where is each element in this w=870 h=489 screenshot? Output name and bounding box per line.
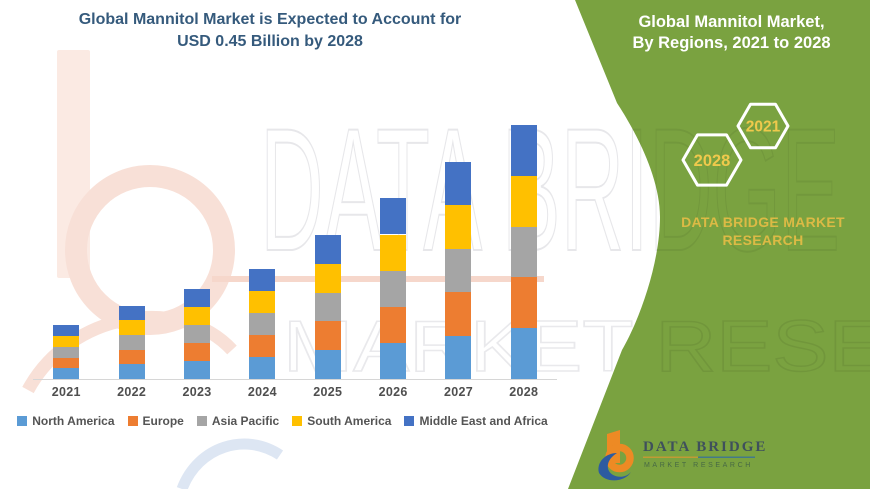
bar-segment-2025-south-america xyxy=(314,263,341,293)
x-axis-label-2028: 2028 xyxy=(509,385,539,399)
chart-title: Global Mannitol Market is Expected to Ac… xyxy=(0,9,540,52)
hexagon-2028: 2028 xyxy=(681,133,743,187)
bar-segment-2024-north-america xyxy=(249,356,276,379)
footer-logo-underline-gold xyxy=(643,456,698,458)
legend-item-north-america: North America xyxy=(17,414,115,428)
bar-segment-2022-north-america xyxy=(118,364,145,379)
bar-segment-2024-south-america xyxy=(249,290,276,313)
brand-heading-line1: DATA BRIDGE MARKET xyxy=(681,214,845,230)
x-axis-label-2025: 2025 xyxy=(313,385,343,399)
legend-label-asia-pacific: Asia Pacific xyxy=(211,414,280,428)
legend-label-europe: Europe xyxy=(142,414,184,428)
x-axis-label-2022: 2022 xyxy=(117,385,147,399)
bar-segment-2022-europe xyxy=(118,349,145,365)
bar-segment-2023-north-america xyxy=(184,360,211,379)
green-panel-shape xyxy=(568,0,870,489)
bar-segment-2022-south-america xyxy=(118,320,145,335)
side-panel-heading-line2: By Regions, 2021 to 2028 xyxy=(632,34,831,53)
bar-segment-2025-europe xyxy=(314,321,341,351)
bar-segment-2026-asia-pacific xyxy=(380,270,407,307)
bar-segment-2023-middle-east-and-africa xyxy=(184,288,211,307)
legend: North America Europe Asia Pacific South Ame… xyxy=(0,414,565,428)
x-axis-label-2026: 2026 xyxy=(378,385,408,399)
legend-label-north-america: North America xyxy=(32,414,115,428)
bar-segment-2027-south-america xyxy=(445,205,472,249)
hexagon-2028-label: 2028 xyxy=(694,152,731,170)
side-panel-heading-line1: Global Mannitol Market, xyxy=(638,13,825,31)
hexagon-2021-label: 2021 xyxy=(746,119,781,136)
bar-segment-2026-middle-east-and-africa xyxy=(380,198,407,235)
legend-item-asia-pacific: Asia Pacific xyxy=(196,414,280,428)
bar-segment-2027-asia-pacific xyxy=(445,248,472,293)
legend-swatch-europe xyxy=(127,416,138,426)
bar-segment-2028-europe xyxy=(510,277,537,329)
x-axis-label-2023: 2023 xyxy=(182,385,212,399)
brand-heading: DATA BRIDGE MARKET RESEARCH xyxy=(658,213,868,249)
x-axis-label-2027: 2027 xyxy=(443,385,473,399)
bar-segment-2027-europe xyxy=(445,292,472,336)
bar-segment-2027-north-america xyxy=(445,335,472,379)
bar-segment-2025-asia-pacific xyxy=(314,292,341,322)
legend-swatch-south-america xyxy=(292,416,303,426)
bar-segment-2022-middle-east-and-africa xyxy=(118,305,145,321)
bar-segment-2025-middle-east-and-africa xyxy=(314,235,341,264)
bar-segment-2027-middle-east-and-africa xyxy=(445,161,472,206)
chart-title-line2: USD 0.45 Billion by 2028 xyxy=(177,32,363,50)
legend-swatch-middle-east-and-africa xyxy=(404,416,415,426)
bar-segment-2024-asia-pacific xyxy=(249,312,276,335)
footer-logo-subtext: MARKET RESEARCH xyxy=(644,462,753,469)
bar-segment-2028-middle-east-and-africa xyxy=(510,125,537,176)
hexagon-2021: 2021 xyxy=(736,102,790,150)
bar-segment-2028-north-america xyxy=(510,328,537,379)
x-axis-label-2024: 2024 xyxy=(247,385,277,399)
footer-logo: DATA BRIDGE MARKET RESEARCH xyxy=(598,430,767,481)
data-bridge-b-icon xyxy=(598,430,634,481)
legend-swatch-north-america xyxy=(17,416,28,426)
bar-segment-2028-south-america xyxy=(510,175,537,227)
legend-item-south-america: South America xyxy=(292,414,391,428)
brand-heading-line2: RESEARCH xyxy=(722,232,804,248)
legend-label-middle-east-and-africa: Middle East and Africa xyxy=(419,414,548,428)
legend-label-south-america: South America xyxy=(307,414,392,428)
legend-item-middle-east-and-africa: Middle East and Africa xyxy=(404,414,548,428)
hexagon-2028-outline-icon xyxy=(681,133,743,187)
footer-logo-underline-teal xyxy=(698,456,755,458)
chart-title-line1: Global Mannitol Market is Expected to Ac… xyxy=(78,11,462,28)
x-axis-line xyxy=(33,379,557,380)
bar-segment-2021-asia-pacific xyxy=(53,346,80,358)
bar-segment-2023-europe xyxy=(184,342,211,361)
bar-segment-2022-asia-pacific xyxy=(118,334,145,350)
bar-segment-2026-europe xyxy=(380,306,407,343)
bar-segment-2021-north-america xyxy=(53,368,80,379)
bar-segment-2021-middle-east-and-africa xyxy=(53,325,80,337)
bar-segment-2026-north-america xyxy=(380,342,407,379)
footer-logo-name: DATA BRIDGE xyxy=(643,439,767,455)
x-axis-label-2021: 2021 xyxy=(51,385,81,399)
bar-segment-2024-middle-east-and-africa xyxy=(249,268,276,291)
bar-segment-2028-asia-pacific xyxy=(510,226,537,278)
bar-segment-2021-south-america xyxy=(53,336,80,347)
legend-item-europe: Europe xyxy=(127,414,184,428)
bar-segment-2024-europe xyxy=(249,334,276,357)
bar-segment-2025-north-america xyxy=(314,350,341,379)
legend-swatch-asia-pacific xyxy=(196,416,207,426)
bar-segment-2021-europe xyxy=(53,357,80,369)
side-panel-heading: Global Mannitol Market, By Regions, 2021… xyxy=(629,12,834,55)
bar-segment-2023-south-america xyxy=(184,306,211,325)
bar-segment-2023-asia-pacific xyxy=(184,324,211,343)
hexagon-2021-outline-icon xyxy=(736,102,790,150)
bar-segment-2026-south-america xyxy=(380,234,407,271)
